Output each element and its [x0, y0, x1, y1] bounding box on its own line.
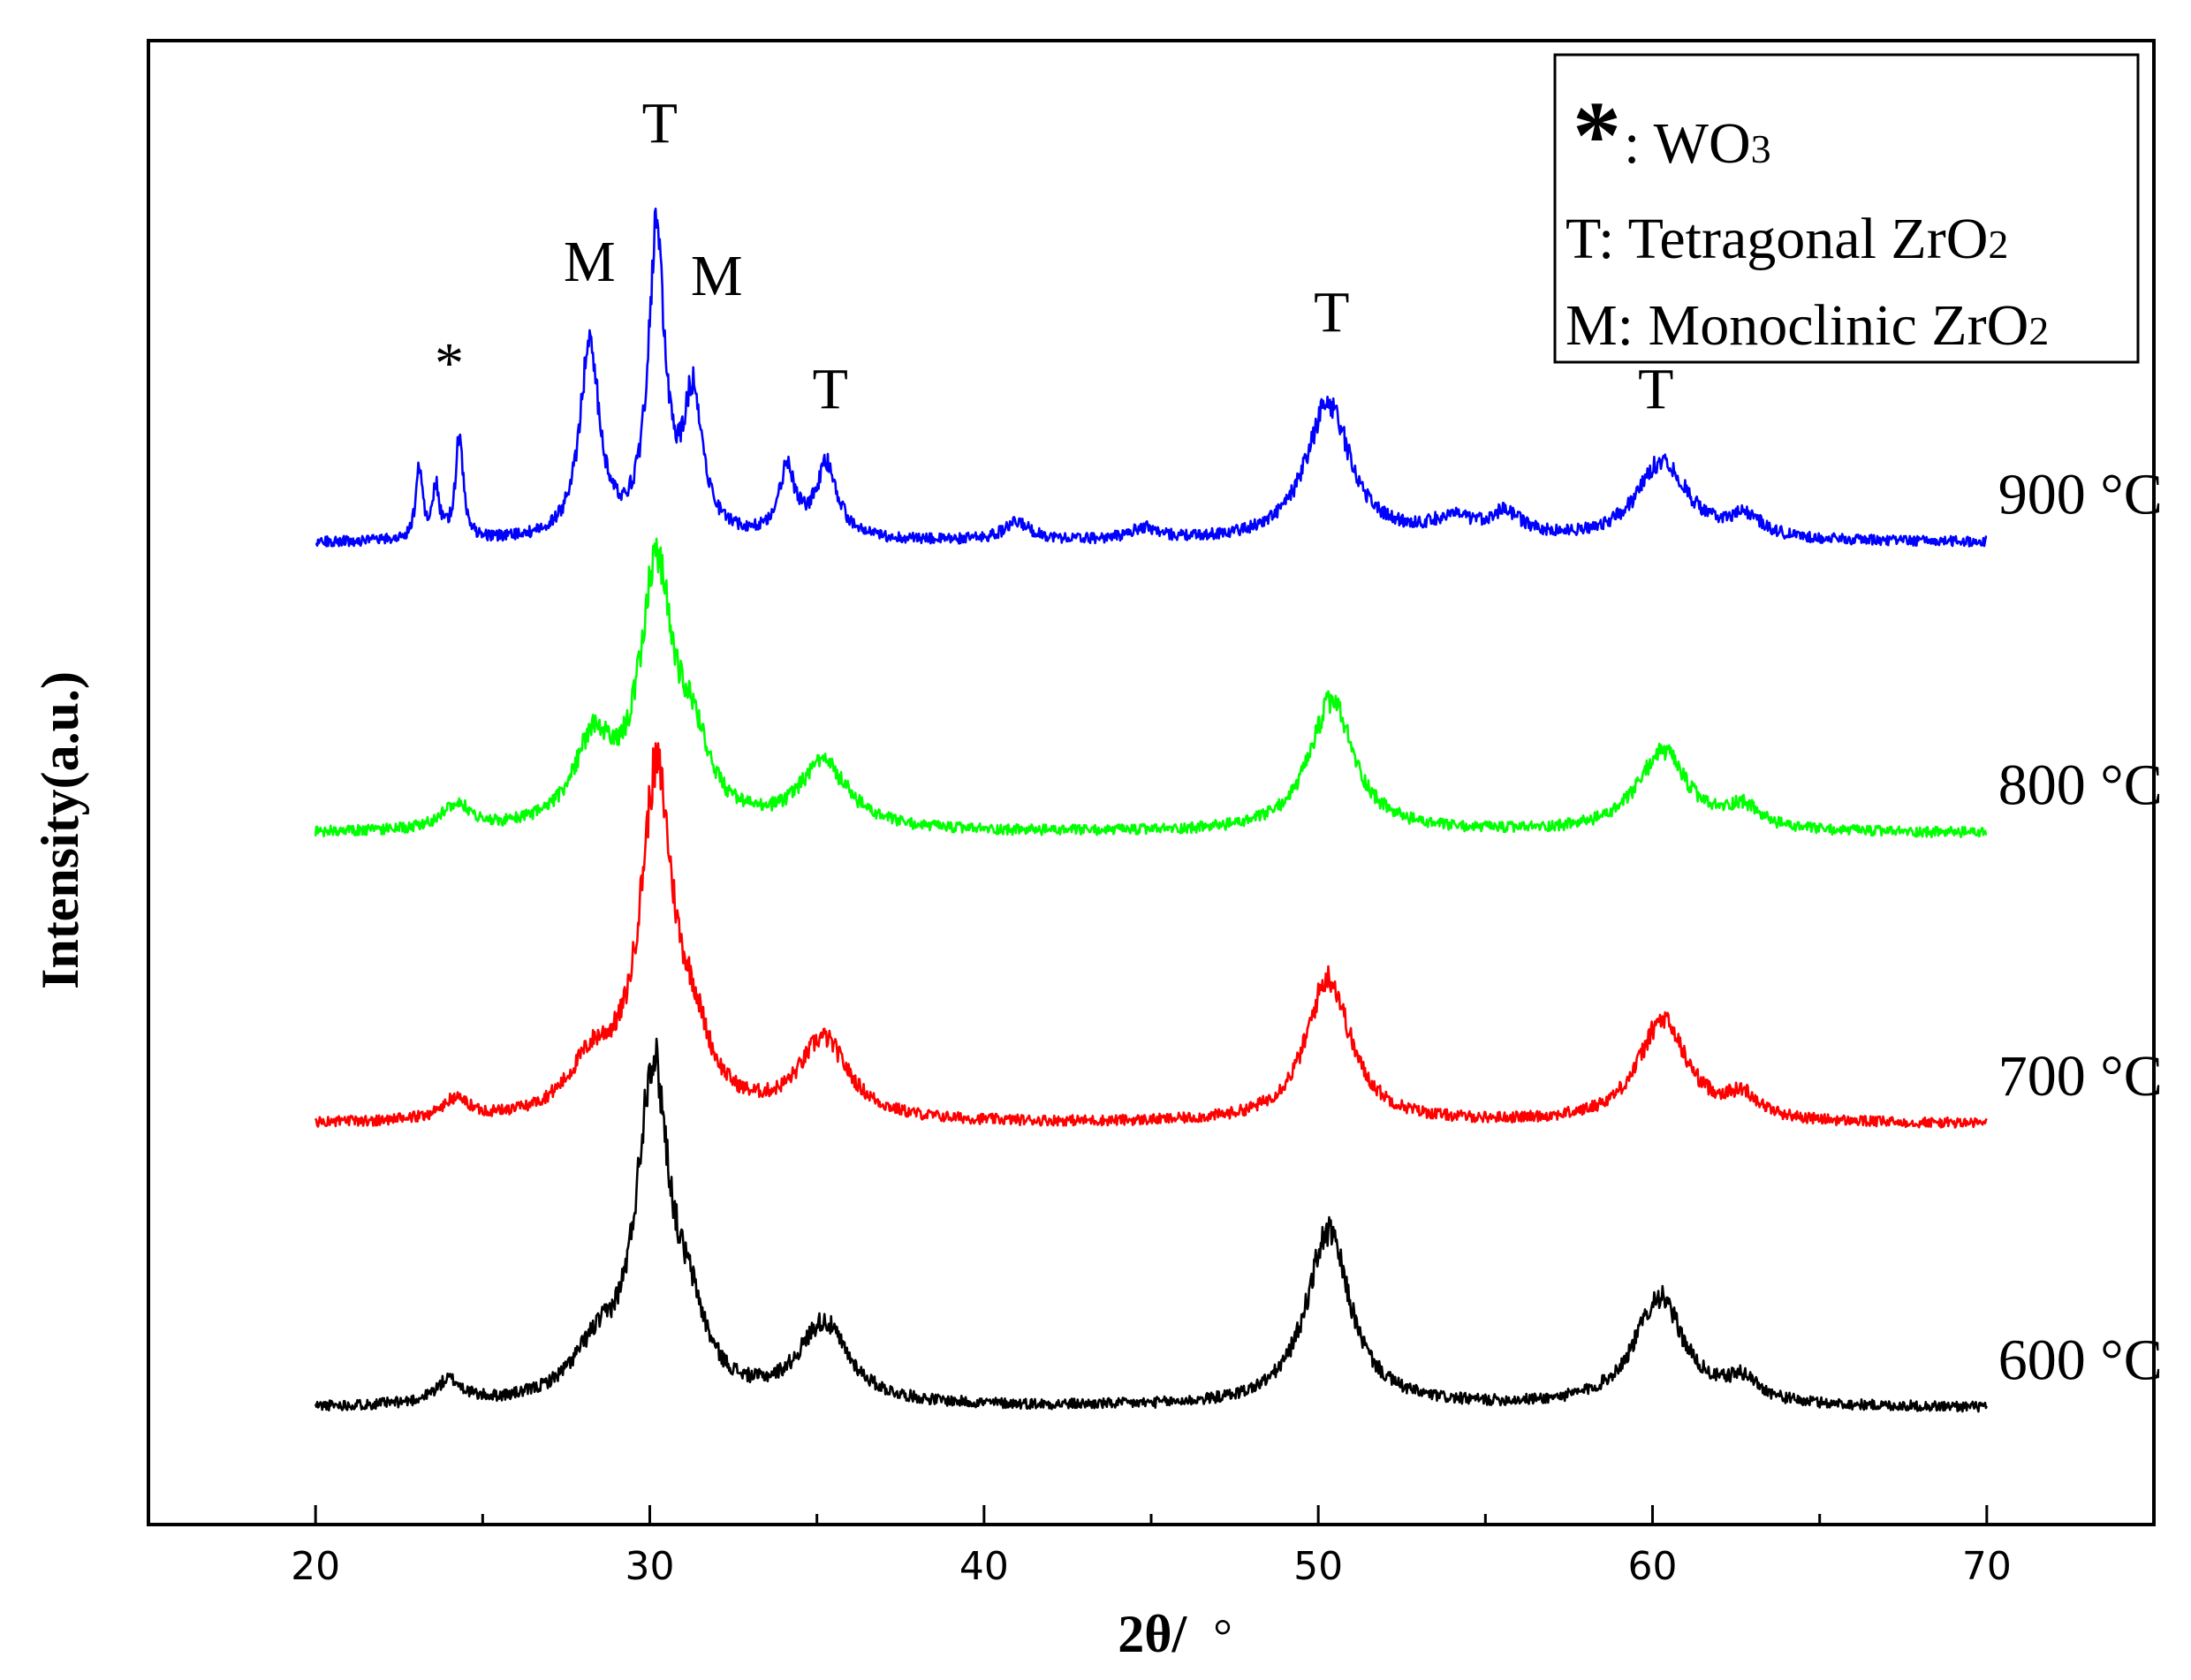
x-tick-label: 70	[1962, 1544, 2012, 1589]
x-tick-label: 30	[625, 1544, 675, 1589]
peak-annotations: * M T M T T T	[435, 91, 1673, 421]
series-line-800c	[314, 537, 1988, 838]
legend: * : WO3 T: Tetragonal ZrO2 M: Monoclinic…	[1553, 53, 2140, 364]
x-axis-ticks: 20 30 40 50 60 70	[291, 1505, 2012, 1589]
peak-label-tetragonal: T	[1638, 358, 1673, 422]
series-label-700c: 700 °C	[1998, 1044, 2163, 1109]
series-labels: 600 °C 700 °C 800 °C 900 °C	[1998, 462, 2163, 1392]
legend-entry-wo3: : WO3	[1624, 111, 1771, 176]
x-axis-title: 2θ/°	[1118, 1605, 1232, 1663]
legend-box	[1553, 53, 2140, 364]
x-tick-label: 60	[1628, 1544, 1678, 1589]
series-label-600c: 600 °C	[1998, 1328, 2163, 1392]
legend-entry-monoclinic: M: Monoclinic ZrO2	[1566, 293, 2049, 358]
legend-entry-tetragonal: T: Tetragonal ZrO2	[1566, 207, 2008, 271]
peak-label-tetragonal: T	[642, 91, 678, 155]
series-layer	[314, 208, 1988, 1413]
series-label-800c: 800 °C	[1998, 753, 2163, 818]
series-label-900c: 900 °C	[1998, 462, 2163, 526]
legend-star-symbol: *	[1573, 81, 1621, 189]
x-tick-label: 40	[959, 1544, 1009, 1589]
series-line-900c	[315, 208, 1988, 548]
series-line-700c	[314, 742, 1988, 1129]
y-axis-title: Intensity(a.u.)	[31, 671, 89, 989]
series-line-600c	[314, 1037, 1988, 1413]
x-tick-label: 50	[1293, 1544, 1343, 1589]
x-tick-label: 20	[291, 1544, 340, 1589]
peak-label-wo3: *	[435, 331, 464, 396]
peak-label-monoclinic: M	[691, 244, 743, 308]
peak-label-monoclinic: M	[564, 230, 616, 294]
peak-label-tetragonal: T	[813, 358, 848, 422]
peak-label-tetragonal: T	[1314, 280, 1349, 344]
